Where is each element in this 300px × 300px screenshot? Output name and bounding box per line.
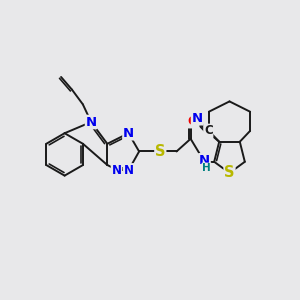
Text: H: H [202, 163, 211, 173]
Text: N: N [124, 164, 134, 177]
Text: N: N [123, 127, 134, 140]
Text: N: N [85, 116, 97, 128]
Text: O: O [188, 115, 199, 128]
Text: N: N [199, 154, 210, 167]
Text: N: N [191, 112, 203, 125]
Text: N: N [111, 164, 122, 177]
Text: S: S [155, 144, 166, 159]
Text: S: S [224, 166, 235, 181]
Text: C: C [204, 124, 213, 137]
